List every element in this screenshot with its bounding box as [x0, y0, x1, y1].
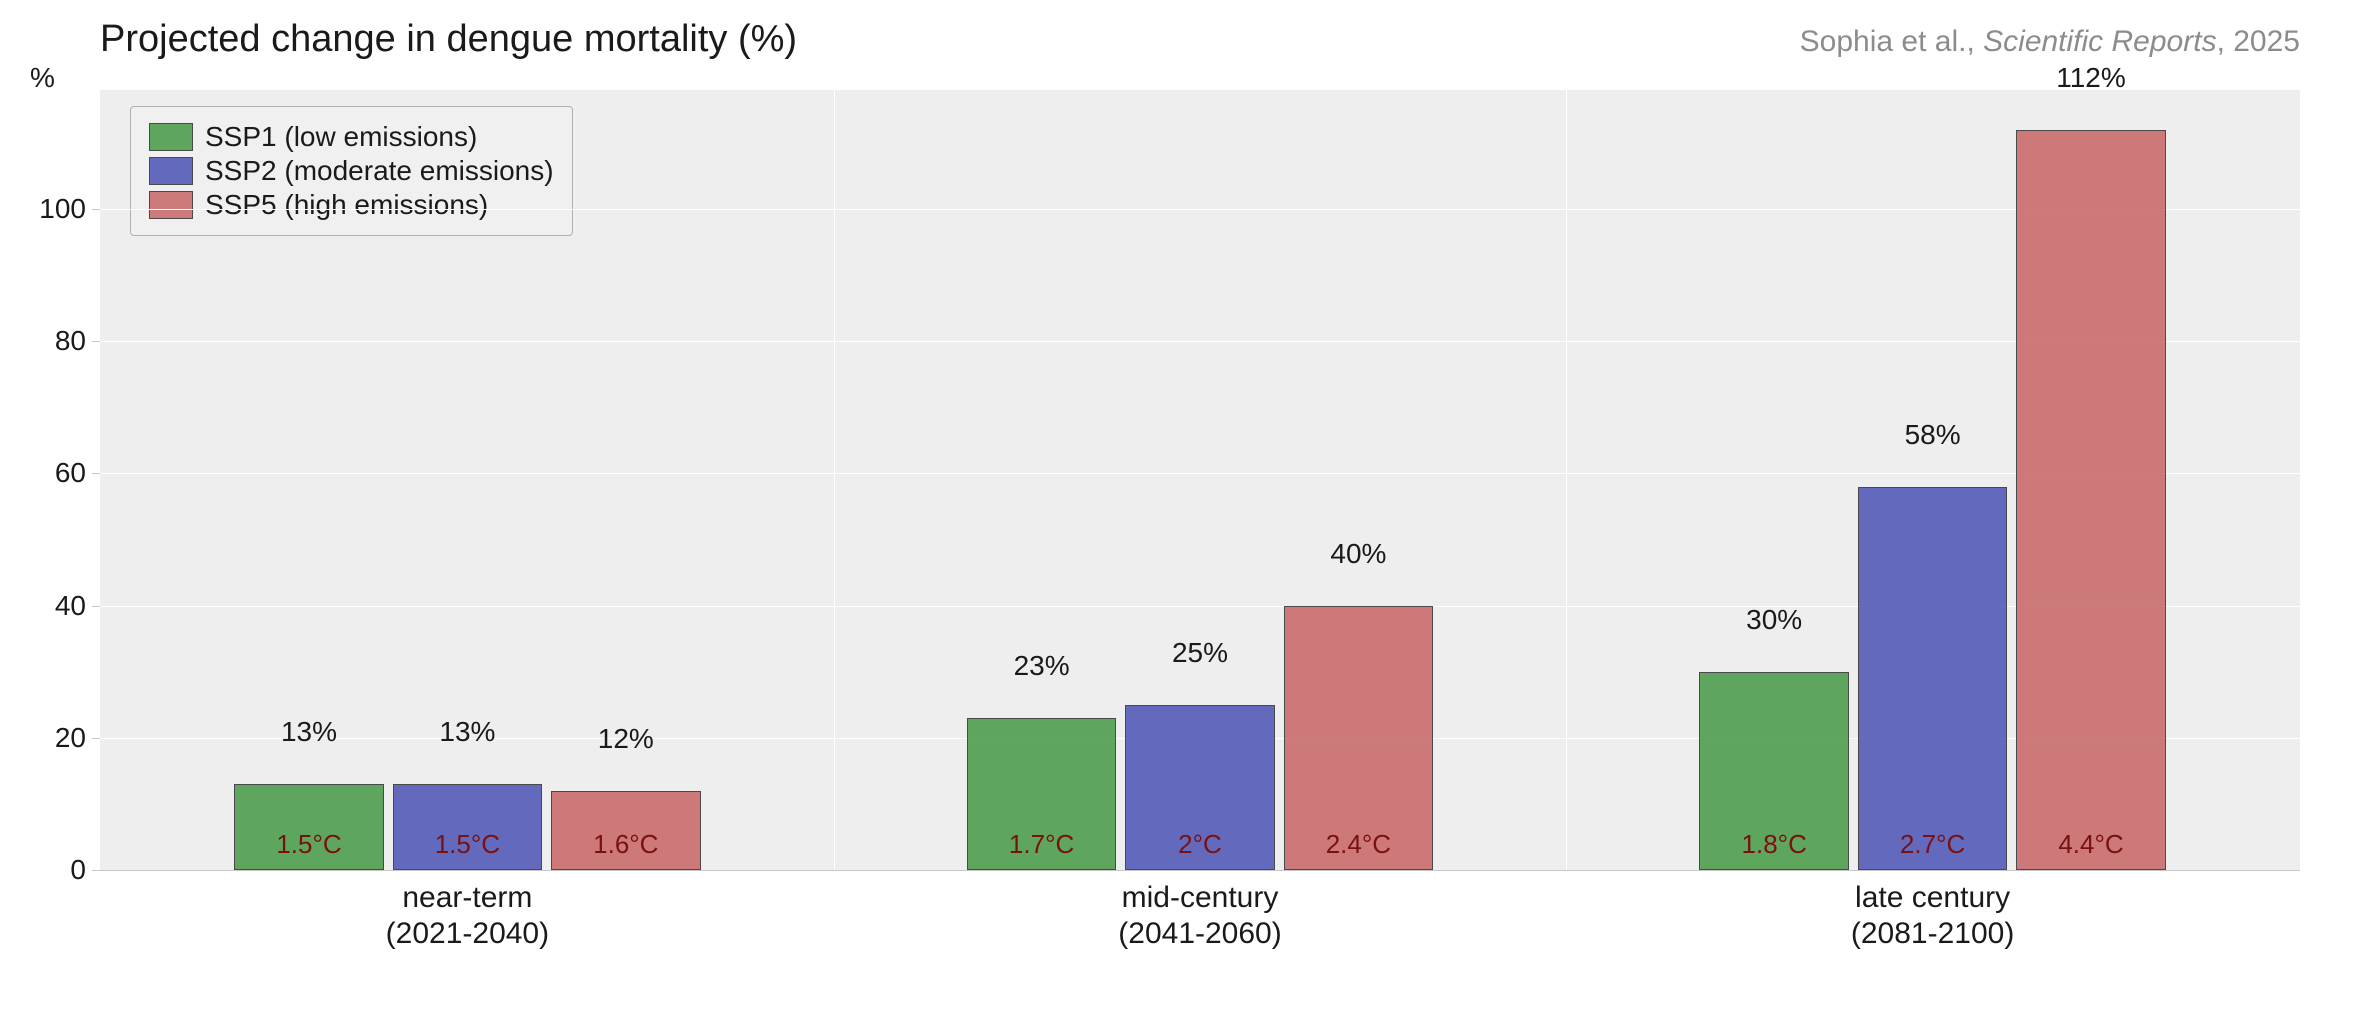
gridline-h: [100, 473, 2300, 474]
x-category-label: near-term(2021-2040): [386, 880, 549, 952]
y-tick-label: 80: [55, 325, 86, 357]
temperature-label: 2.4°C: [1326, 829, 1391, 860]
x-category-label: mid-century(2041-2060): [1118, 880, 1281, 952]
bar-value-label: 23%: [1014, 650, 1070, 682]
temperature-label: 1.6°C: [593, 829, 658, 860]
temperature-label: 4.4°C: [2058, 829, 2123, 860]
citation-prefix: Sophia et al.,: [1800, 25, 1983, 58]
temperature-label: 1.5°C: [276, 829, 341, 860]
bar: [2016, 130, 2166, 870]
bar-value-label: 25%: [1172, 637, 1228, 669]
y-tick-label: 0: [70, 854, 86, 886]
y-tick-label: 100: [39, 193, 86, 225]
legend: SSP1 (low emissions)SSP2 (moderate emiss…: [130, 106, 573, 236]
bar-value-label: 13%: [281, 716, 337, 748]
bar-value-label: 58%: [1905, 419, 1961, 451]
bar-value-label: 112%: [2056, 62, 2126, 94]
chart-title: Projected change in dengue mortality (%): [100, 18, 797, 61]
bar-value-label: 13%: [439, 716, 495, 748]
temperature-label: 1.5°C: [435, 829, 500, 860]
plot-area: SSP1 (low emissions)SSP2 (moderate emiss…: [100, 90, 2300, 871]
legend-swatch: [149, 191, 193, 219]
citation: Sophia et al., Scientific Reports, 2025: [1800, 25, 2300, 59]
legend-label: SSP2 (moderate emissions): [205, 155, 554, 187]
gridline-h: [100, 341, 2300, 342]
gridline-v: [1566, 90, 1567, 870]
y-tick-label: 20: [55, 722, 86, 754]
legend-label: SSP1 (low emissions): [205, 121, 477, 153]
bar: [1858, 487, 2008, 870]
bar-value-label: 12%: [598, 723, 654, 755]
x-category-label: late century(2081-2100): [1851, 880, 2014, 952]
citation-journal: Scientific Reports: [1983, 25, 2216, 58]
temperature-label: 2°C: [1178, 829, 1222, 860]
y-tick-label: 60: [55, 457, 86, 489]
legend-item: SSP2 (moderate emissions): [149, 155, 554, 187]
bar-value-label: 30%: [1746, 604, 1802, 636]
gridline-h: [100, 209, 2300, 210]
bar-value-label: 40%: [1330, 538, 1386, 570]
temperature-label: 1.8°C: [1742, 829, 1807, 860]
y-axis-unit-label: %: [30, 62, 55, 94]
legend-swatch: [149, 123, 193, 151]
y-tick-label: 40: [55, 590, 86, 622]
legend-item: SSP5 (high emissions): [149, 189, 554, 221]
legend-swatch: [149, 157, 193, 185]
citation-suffix: , 2025: [2217, 25, 2300, 58]
temperature-label: 1.7°C: [1009, 829, 1074, 860]
legend-label: SSP5 (high emissions): [205, 189, 488, 221]
temperature-label: 2.7°C: [1900, 829, 1965, 860]
legend-item: SSP1 (low emissions): [149, 121, 554, 153]
gridline-v: [834, 90, 835, 870]
